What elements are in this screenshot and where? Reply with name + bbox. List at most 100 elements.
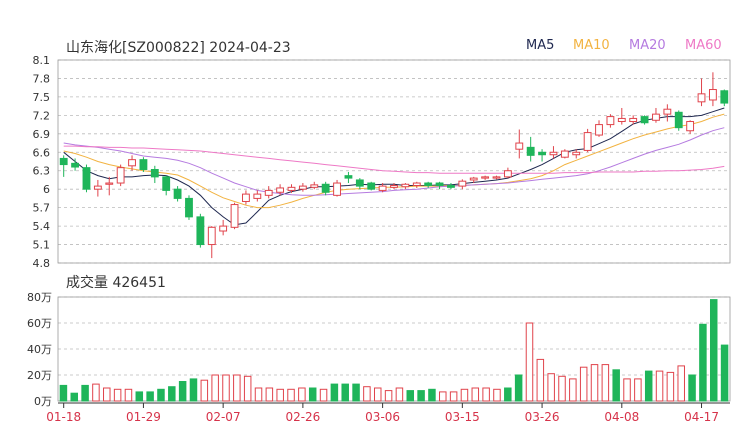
volume-bar bbox=[308, 387, 317, 402]
volume-bar bbox=[189, 378, 198, 402]
candle bbox=[344, 171, 353, 184]
volume-title: 成交量 426451 bbox=[66, 272, 166, 292]
candle-body bbox=[264, 189, 273, 196]
candle-body bbox=[629, 117, 638, 123]
volume-bar bbox=[612, 369, 620, 402]
volume-bar bbox=[623, 378, 631, 402]
ma-line-ma60 bbox=[63, 145, 725, 174]
volume-bar bbox=[363, 386, 371, 402]
legend-ma60[interactable]: MA60 bbox=[685, 38, 722, 53]
ma-line-ma10 bbox=[63, 113, 725, 209]
price-tick-label: 7.8 bbox=[33, 72, 51, 85]
candle-body bbox=[276, 187, 285, 193]
candle bbox=[310, 181, 319, 190]
price-tick-label: 4.8 bbox=[33, 257, 51, 270]
price-y-axis: 8.1 7.8 7.5 7.2 6.9 6.6 6.3 6 5.7 5.4 5.1 4.8 bbox=[33, 54, 51, 270]
candle-body bbox=[185, 197, 193, 218]
candle-body bbox=[162, 176, 171, 191]
candle bbox=[139, 157, 148, 172]
price-tick-label: 8.1 bbox=[33, 54, 51, 67]
candle bbox=[424, 181, 433, 188]
volume-bar bbox=[254, 387, 263, 402]
candle bbox=[526, 136, 535, 162]
volume-bar bbox=[341, 383, 349, 402]
volume-bar bbox=[514, 374, 523, 402]
volume-bar bbox=[352, 383, 360, 402]
candle bbox=[629, 115, 638, 125]
candle-body bbox=[298, 185, 307, 190]
volume-bar bbox=[243, 375, 252, 402]
volume-bar bbox=[92, 383, 100, 402]
x-tick-label: 02-07 bbox=[206, 410, 241, 424]
candlestick-series bbox=[59, 72, 729, 259]
volume-bar bbox=[384, 390, 393, 402]
candle bbox=[549, 146, 558, 159]
candle-body bbox=[82, 167, 91, 190]
candle-body bbox=[447, 184, 455, 188]
volume-bar bbox=[482, 387, 490, 402]
candle-body bbox=[242, 193, 250, 202]
candle bbox=[333, 179, 341, 197]
candle bbox=[469, 176, 478, 184]
candle bbox=[401, 183, 410, 190]
candle-body bbox=[321, 183, 330, 193]
candle-body bbox=[378, 185, 387, 191]
candle-body bbox=[139, 159, 148, 170]
volume-bar-series bbox=[59, 299, 729, 402]
candle bbox=[150, 165, 159, 184]
volume-bar bbox=[146, 391, 154, 402]
volume-bar bbox=[395, 387, 404, 402]
candle bbox=[606, 114, 615, 128]
x-tick-label: 02-26 bbox=[285, 410, 320, 424]
candle bbox=[93, 179, 102, 197]
volume-bar bbox=[449, 391, 458, 402]
candle-body bbox=[310, 184, 319, 188]
candle-body bbox=[173, 188, 182, 199]
ma-line-ma20 bbox=[63, 127, 725, 196]
volume-bar bbox=[493, 388, 501, 402]
candle bbox=[116, 164, 125, 187]
chart-title: 山东海化[SZ000822] 2024-04-23 bbox=[66, 40, 291, 56]
volume-bar bbox=[70, 392, 79, 402]
candle-body bbox=[697, 93, 706, 103]
volume-bar bbox=[233, 374, 241, 402]
price-tick-label: 6.9 bbox=[33, 128, 51, 141]
candle-body bbox=[526, 146, 535, 156]
candle bbox=[481, 175, 490, 180]
x-tick-label: 04-17 bbox=[684, 410, 719, 424]
candle-body bbox=[253, 193, 262, 199]
candle-body bbox=[116, 167, 125, 184]
legend-ma5[interactable]: MA5 bbox=[526, 38, 555, 53]
price-tick-label: 7.2 bbox=[33, 109, 51, 122]
candle bbox=[298, 183, 307, 192]
candle-body bbox=[595, 124, 603, 136]
volume-bar bbox=[525, 322, 534, 402]
price-tick-label: 6.3 bbox=[33, 165, 51, 178]
volume-bar bbox=[688, 374, 696, 402]
candle bbox=[652, 107, 660, 123]
volume-frame bbox=[57, 296, 731, 402]
candle-body bbox=[503, 170, 512, 178]
candle bbox=[219, 219, 228, 236]
candle bbox=[196, 213, 205, 248]
x-tick-label: 01-29 bbox=[126, 410, 161, 424]
candle bbox=[128, 155, 136, 171]
candle-body bbox=[515, 142, 524, 150]
volume-bar bbox=[666, 371, 675, 402]
candle-body bbox=[355, 179, 364, 187]
candle-body bbox=[652, 113, 660, 121]
candle bbox=[390, 183, 398, 190]
legend-ma20[interactable]: MA20 bbox=[629, 38, 666, 53]
volume-bar bbox=[417, 390, 425, 402]
legend-ma10[interactable]: MA10 bbox=[573, 38, 610, 53]
volume-bar bbox=[471, 387, 480, 402]
candle bbox=[595, 120, 603, 137]
candle-body bbox=[708, 89, 717, 101]
volume-bar bbox=[558, 375, 566, 402]
candle bbox=[572, 149, 581, 159]
candle-body bbox=[674, 111, 683, 129]
candle-body bbox=[424, 182, 433, 186]
volume-bar bbox=[124, 388, 133, 402]
candle bbox=[708, 72, 717, 107]
candle bbox=[435, 181, 444, 190]
